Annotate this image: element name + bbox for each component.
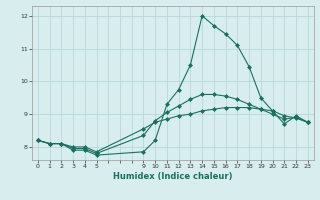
X-axis label: Humidex (Indice chaleur): Humidex (Indice chaleur): [113, 172, 233, 181]
